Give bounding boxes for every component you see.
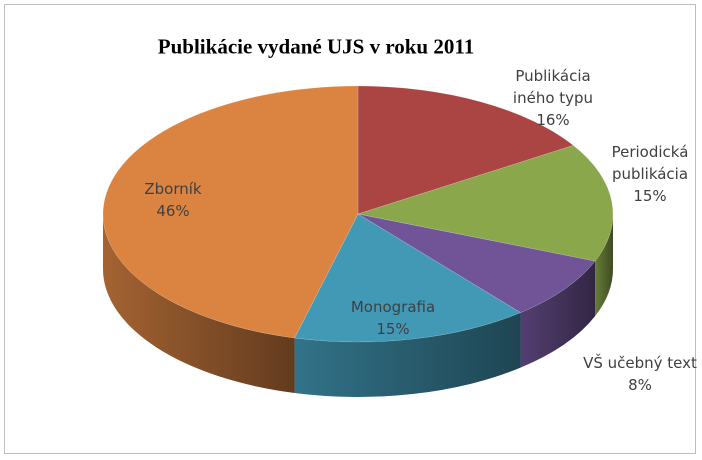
pie-side [595, 214, 613, 317]
slice-value-label: 15% [376, 320, 410, 338]
slice-category: Periodická publikácia [611, 143, 689, 183]
pie-slice [102, 85, 359, 339]
slice-value-label: 46% [156, 202, 190, 220]
pie-slice [357, 145, 614, 262]
slice-label: Periodická publikácia 15% [595, 141, 702, 207]
slice-label: Monografia 15% [333, 296, 453, 340]
slice-label: Publikácia iného typu 16% [503, 65, 603, 131]
slice-category: Publikácia iného typu [512, 67, 594, 107]
slice-category: Zborník [144, 180, 202, 198]
pie-slice [357, 85, 574, 215]
pie-slice [294, 213, 522, 343]
chart-title: Publikácie vydané UJS v roku 2011 [157, 34, 475, 59]
slice-category: VŠ učebný text [583, 354, 697, 372]
pie-side [294, 312, 521, 397]
slice-value-label: 15% [633, 187, 667, 205]
pie-side [103, 214, 295, 393]
slice-label: VŠ učebný text 8% [570, 352, 702, 396]
pie-slice [357, 213, 596, 313]
slice-label: Zborník 46% [123, 178, 223, 222]
slice-category: Monografia [350, 298, 436, 316]
pie-side [520, 261, 596, 368]
chart-frame [4, 4, 696, 454]
slice-value-label: 16% [536, 111, 570, 129]
slice-value-label: 8% [628, 376, 652, 394]
